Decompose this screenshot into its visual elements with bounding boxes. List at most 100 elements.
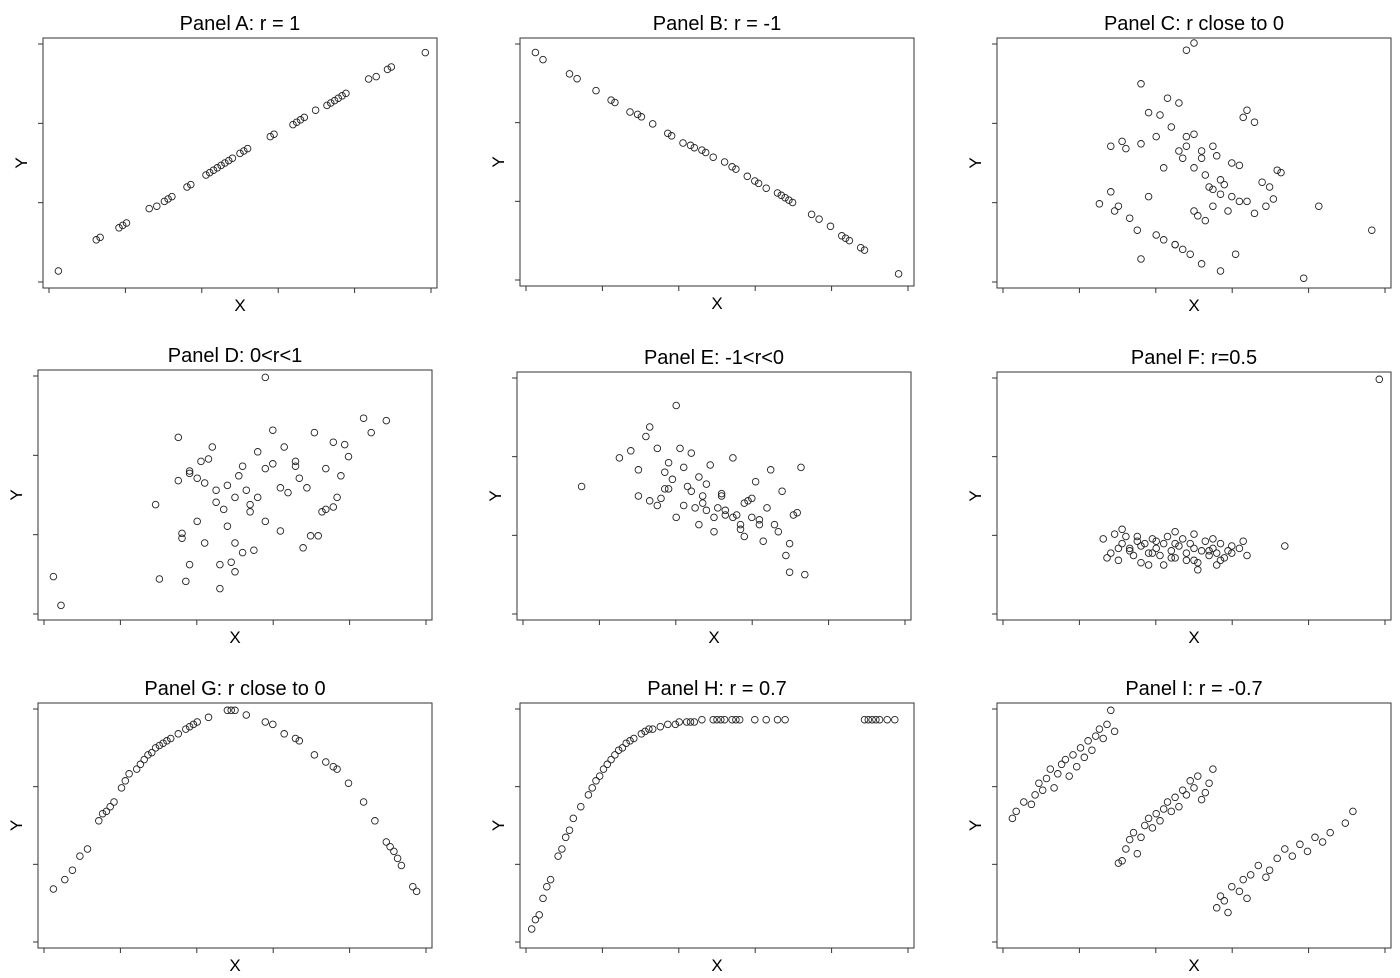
data-point <box>1258 178 1266 186</box>
data-point <box>599 765 608 773</box>
data-point <box>1288 852 1297 860</box>
data-point <box>342 89 350 98</box>
data-point <box>1209 765 1217 773</box>
data-point <box>1341 819 1350 827</box>
data-point <box>592 777 600 785</box>
panel-title: Panel B: r = -1 <box>653 13 781 35</box>
data-point <box>1231 250 1240 258</box>
data-point <box>558 845 566 853</box>
data-point <box>1099 535 1107 543</box>
panel-title: Panel E: -1<r<0 <box>644 347 784 369</box>
data-point <box>1197 154 1206 162</box>
data-point <box>687 487 696 495</box>
data-point <box>1190 530 1198 538</box>
data-point <box>1182 132 1191 141</box>
data-point <box>68 866 77 874</box>
plot-frame <box>519 702 915 949</box>
data-point <box>96 233 104 242</box>
data-point <box>106 802 114 811</box>
data-point <box>720 158 729 166</box>
data-point <box>1220 180 1229 189</box>
data-point <box>1194 566 1202 574</box>
data-point <box>397 861 406 870</box>
data-point <box>717 489 726 498</box>
data-point <box>367 428 375 437</box>
data-point <box>1239 537 1247 545</box>
data-point <box>1144 814 1153 823</box>
data-point <box>777 191 786 200</box>
data-point <box>1141 539 1149 548</box>
data-point <box>1042 774 1051 783</box>
data-point <box>785 196 793 204</box>
data-point <box>54 267 63 275</box>
data-point <box>1175 147 1183 155</box>
data-point <box>242 486 251 494</box>
data-point <box>159 739 167 747</box>
data-point <box>543 882 551 891</box>
data-point <box>774 527 783 536</box>
data-point <box>690 718 699 726</box>
data-point <box>1299 274 1308 282</box>
data-point <box>686 141 695 150</box>
data-point <box>223 522 232 530</box>
data-point <box>178 529 186 538</box>
data-point <box>1133 226 1142 234</box>
data-point <box>1368 226 1376 234</box>
data-point <box>270 130 278 138</box>
data-point <box>682 718 691 726</box>
x-axis-label: X <box>229 956 240 975</box>
data-point <box>227 706 235 715</box>
data-point <box>531 915 540 924</box>
data-point <box>208 443 217 451</box>
data-point <box>710 513 718 522</box>
data-point <box>1031 791 1039 799</box>
data-point <box>1159 539 1168 548</box>
data-point <box>197 457 205 466</box>
data-point <box>1114 556 1123 565</box>
data-point <box>668 475 677 484</box>
data-point <box>121 777 130 785</box>
data-point <box>344 779 353 787</box>
data-point <box>872 715 880 724</box>
data-point <box>1148 535 1157 543</box>
x-axis-label: X <box>1188 296 1199 315</box>
data-point <box>1050 784 1058 792</box>
data-point <box>883 715 891 724</box>
data-point <box>1265 183 1274 191</box>
data-point <box>683 482 692 491</box>
data-point <box>1250 118 1259 126</box>
data-point <box>1027 800 1036 809</box>
data-point <box>261 464 270 473</box>
data-point <box>864 715 873 724</box>
data-point <box>1201 216 1210 225</box>
data-point <box>657 494 665 503</box>
data-point <box>1156 551 1164 560</box>
data-point <box>1273 166 1281 174</box>
panel-f: Panel F: r=0.5 X Y <box>966 347 1392 647</box>
data-point <box>303 484 311 492</box>
data-point <box>546 875 555 884</box>
data-point <box>1144 561 1153 569</box>
data-point <box>690 143 699 152</box>
data-point <box>1171 793 1179 802</box>
data-point <box>216 560 224 569</box>
data-point <box>174 730 183 738</box>
data-point <box>1118 857 1126 865</box>
data-point <box>754 179 763 188</box>
data-point <box>676 444 684 453</box>
data-point <box>1171 527 1179 536</box>
data-point <box>334 94 343 102</box>
data-point <box>383 65 392 74</box>
data-point <box>231 568 239 576</box>
data-point <box>269 426 277 434</box>
data-point <box>698 499 707 507</box>
data-point <box>1277 168 1285 177</box>
data-point <box>661 485 669 493</box>
data-point <box>1171 539 1179 548</box>
data-point <box>1273 854 1281 863</box>
data-point <box>1220 897 1229 905</box>
data-point <box>57 601 65 610</box>
data-point <box>299 544 307 552</box>
data-point <box>1148 824 1157 832</box>
data-point <box>653 501 662 510</box>
